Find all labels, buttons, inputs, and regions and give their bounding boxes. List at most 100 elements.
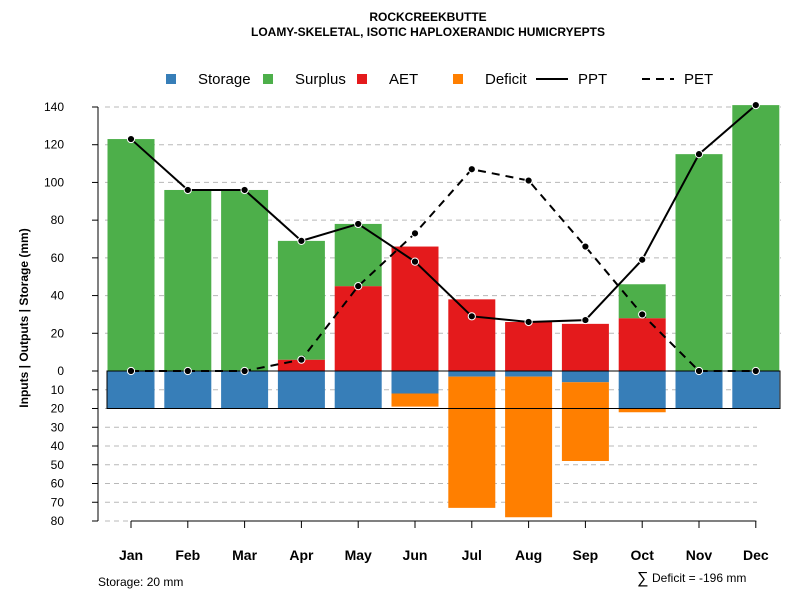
bar-deficit-jul — [448, 376, 496, 508]
bar-deficit-jun — [391, 393, 439, 407]
bar-deficit-sep — [561, 382, 609, 461]
x-tick-label-jul: Jul — [462, 547, 482, 563]
legend-swatch-deficit — [453, 74, 463, 84]
sum-icon: ∑ — [637, 570, 648, 587]
y-tick-label-neg-50: 50 — [51, 458, 65, 472]
y-tick-label-80: 80 — [51, 213, 65, 227]
x-tick-label-may: May — [345, 547, 372, 563]
legend-label-pet: PET — [684, 71, 713, 88]
y-tick-label-neg-80: 80 — [51, 514, 65, 528]
bar-deficit-aug — [505, 376, 553, 518]
x-tick-label-mar: Mar — [232, 547, 257, 563]
ppt-line — [130, 104, 757, 323]
ppt-point-aug — [524, 317, 533, 327]
bar-storage-dec — [732, 371, 780, 409]
legend-label-aet: AET — [389, 71, 418, 88]
axes: 0 20 40 60 80 100 120 140 10 20 30 40 50 60 70 80 Jan Feb… — [44, 100, 769, 563]
y-tick-label-60: 60 — [51, 251, 65, 265]
bar-storage-nov — [675, 371, 723, 409]
bar-storage-jun — [391, 371, 439, 394]
ppt-point-oct — [638, 255, 647, 264]
legend: Storage Surplus AET Deficit PPT PET — [166, 71, 713, 88]
bar-storage-oct — [618, 371, 666, 409]
y-tick-label-100: 100 — [44, 175, 64, 189]
bar-surplus-jan — [107, 139, 155, 371]
pet-point-sep — [581, 242, 590, 251]
pet-point-jun — [410, 229, 420, 238]
bar-aet-may — [334, 286, 382, 371]
legend-label-ppt: PPT — [578, 71, 607, 88]
pet-point-dec — [751, 366, 760, 376]
ppt-point-sep — [581, 315, 590, 325]
ppt-point-dec — [751, 101, 760, 110]
ppt-point-apr — [297, 236, 306, 245]
ppt-point-nov — [694, 150, 704, 159]
x-tick-label-feb: Feb — [175, 547, 200, 563]
y-tick-label-neg-10: 10 — [51, 383, 65, 397]
y-tick-label-neg-60: 60 — [51, 477, 65, 491]
ppt-point-jul — [467, 312, 476, 321]
pet-point-feb — [183, 366, 192, 376]
bar-storage-jul — [448, 371, 496, 377]
ppt-point-mar — [240, 185, 249, 195]
bar-deficit-oct — [618, 408, 666, 413]
legend-label-surplus: Surplus — [295, 71, 346, 88]
y-tick-label-20: 20 — [51, 326, 65, 340]
y-tick-label-140: 140 — [44, 100, 64, 114]
bar-storage-jan — [107, 371, 155, 409]
x-tick-label-apr: Apr — [289, 547, 314, 563]
bar-aet-jul — [448, 299, 496, 371]
bar-storage-mar — [221, 371, 269, 409]
y-axis-label: Inputs | Outputs | Storage (mm) — [17, 228, 31, 407]
bar-surplus-apr — [277, 240, 325, 360]
pet-point-may — [354, 282, 363, 291]
bar-storage-sep — [561, 371, 609, 383]
y-tick-label-neg-30: 30 — [51, 420, 65, 434]
bar-aet-apr — [277, 359, 325, 371]
bar-surplus-may — [334, 223, 382, 287]
bar-storage-aug — [505, 371, 553, 377]
x-tick-label-jun: Jun — [403, 547, 428, 563]
y-tick-label-120: 120 — [44, 138, 64, 152]
ppt-point-feb — [183, 185, 192, 195]
bar-aet-jun — [391, 246, 439, 371]
y-tick-label-neg-20: 20 — [51, 402, 65, 416]
pet-point-aug — [524, 176, 533, 185]
legend-swatch-surplus — [263, 74, 273, 84]
y-tick-label-neg-70: 70 — [51, 495, 65, 509]
pet-point-jul — [467, 165, 476, 174]
x-tick-label-dec: Dec — [743, 547, 769, 563]
legend-swatch-aet — [357, 74, 367, 84]
pet-point-nov — [694, 366, 704, 376]
bars — [106, 105, 781, 518]
bar-storage-apr — [277, 371, 325, 409]
bar-aet-oct — [618, 318, 666, 371]
ppt-point-jun — [410, 257, 420, 266]
bar-surplus-feb — [164, 189, 212, 371]
legend-label-deficit: Deficit — [485, 71, 528, 88]
pet-point-oct — [638, 310, 647, 319]
bar-surplus-mar — [221, 189, 269, 371]
pet-point-mar — [240, 366, 249, 376]
y-tick-label-neg-40: 40 — [51, 439, 65, 453]
x-tick-label-oct: Oct — [631, 547, 655, 563]
y-tick-label-0: 0 — [57, 364, 64, 378]
storage-note: Storage: 20 mm — [98, 575, 183, 589]
x-tick-label-nov: Nov — [686, 547, 713, 563]
x-tick-label-jan: Jan — [119, 547, 143, 563]
bar-storage-may — [334, 371, 382, 409]
deficit-note: Deficit = -196 mm — [652, 571, 746, 585]
chart-subtitle: LOAMY-SKELETAL, ISOTIC HAPLOXERANDIC HUM… — [251, 25, 605, 39]
x-tick-label-sep: Sep — [573, 547, 599, 563]
bar-aet-aug — [505, 321, 553, 371]
pet-line — [131, 168, 756, 372]
bar-surplus-dec — [732, 105, 780, 371]
ppt-point-jan — [126, 134, 136, 144]
y-tick-label-40: 40 — [51, 289, 65, 303]
x-tick-label-aug: Aug — [515, 547, 542, 563]
legend-swatch-storage — [166, 74, 176, 84]
chart-title: ROCKCREEKBUTTE — [369, 10, 486, 24]
series-lines — [126, 101, 760, 376]
legend-label-storage: Storage — [198, 71, 251, 88]
